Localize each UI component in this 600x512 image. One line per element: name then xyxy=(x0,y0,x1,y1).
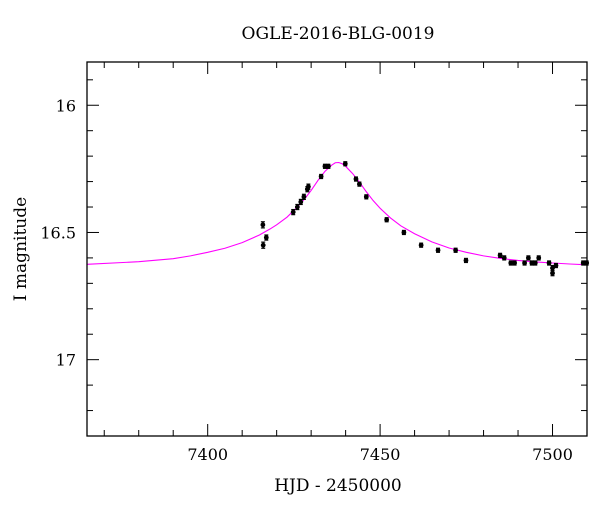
data-point xyxy=(497,252,503,258)
y-tick-label: 16.5 xyxy=(40,223,76,242)
data-point xyxy=(290,209,296,215)
model-curve xyxy=(86,161,588,266)
data-point xyxy=(353,176,359,182)
data-point xyxy=(580,260,586,266)
x-axis-label: HJD - 2450000 xyxy=(274,476,402,496)
data-point xyxy=(435,247,441,253)
data-point xyxy=(305,184,311,190)
data-point xyxy=(384,217,390,223)
data-point xyxy=(294,204,300,210)
data-point xyxy=(260,222,266,228)
data-point xyxy=(401,230,407,235)
data-point xyxy=(463,258,469,263)
y-tick-label: 16 xyxy=(56,96,76,115)
y-tick-label: 17 xyxy=(56,351,76,370)
data-point xyxy=(532,260,538,266)
data-point xyxy=(453,247,459,253)
data-point xyxy=(553,263,559,268)
data-point xyxy=(525,255,531,261)
x-tick-label: 7400 xyxy=(187,445,228,464)
data-point xyxy=(529,260,535,266)
x-tick-label: 7450 xyxy=(360,445,401,464)
plot-frame xyxy=(86,61,588,437)
data-point xyxy=(550,265,555,271)
data-point xyxy=(508,260,514,266)
y-axis-label: I magnitude xyxy=(11,197,31,301)
data-point xyxy=(318,174,324,179)
data-point xyxy=(501,255,507,261)
data-point xyxy=(536,255,542,261)
x-tick-label: 7500 xyxy=(532,445,573,464)
data-point xyxy=(512,260,517,266)
data-point xyxy=(418,242,424,248)
data-point xyxy=(260,242,266,248)
data-point xyxy=(550,270,555,276)
data-point xyxy=(357,181,362,187)
data-point xyxy=(263,235,269,240)
data-point xyxy=(298,199,304,205)
data-point xyxy=(546,260,552,266)
data-point xyxy=(342,161,348,167)
data-point xyxy=(522,260,527,266)
data-point xyxy=(363,194,369,200)
chart-title: OGLE-2016-BLG-0019 xyxy=(242,24,435,44)
data-point xyxy=(301,194,307,200)
data-point xyxy=(325,163,331,169)
data-point xyxy=(322,163,328,169)
